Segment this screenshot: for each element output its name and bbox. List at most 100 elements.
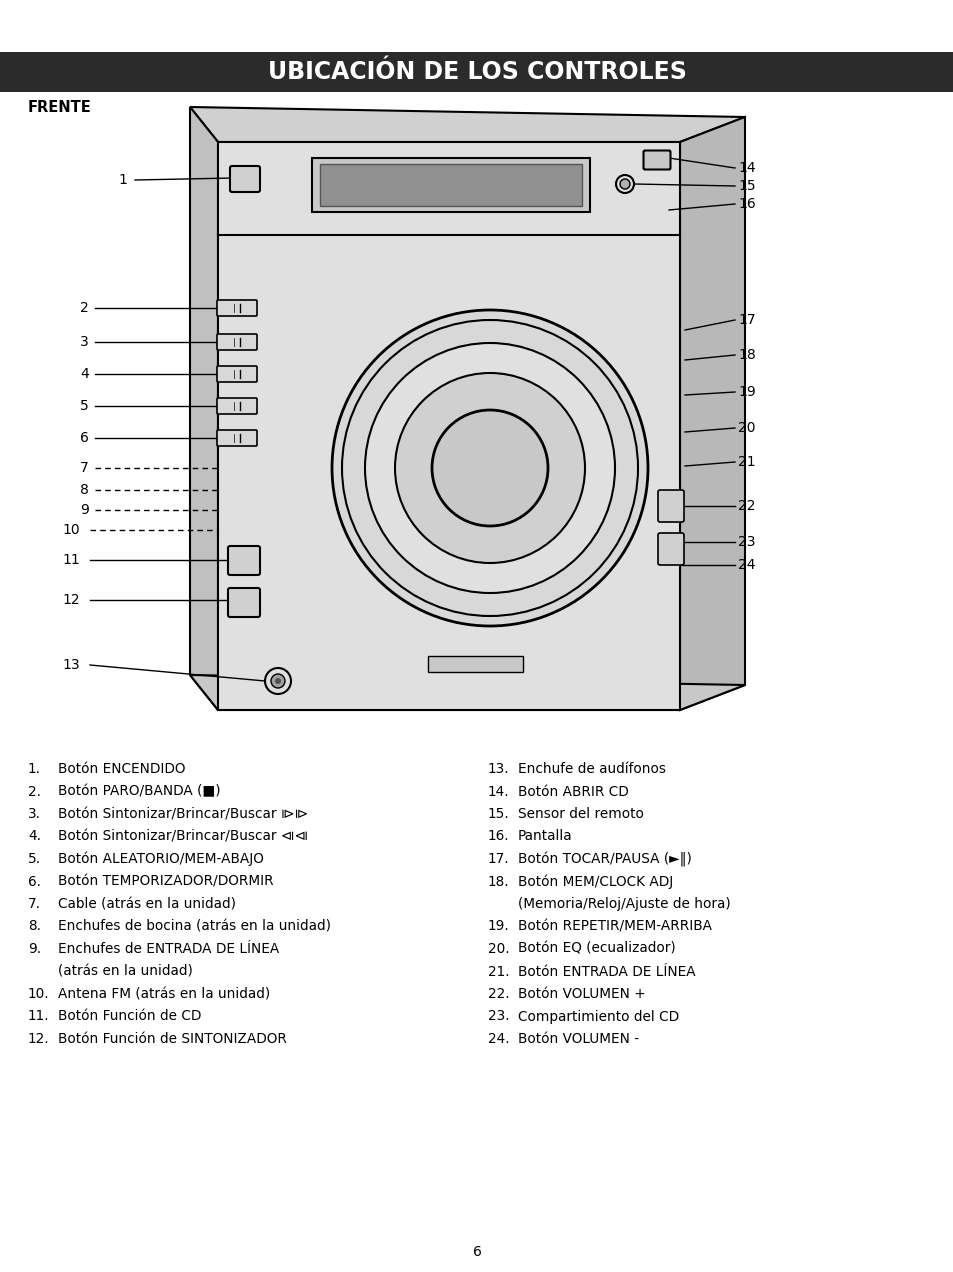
Bar bbox=[319, 164, 581, 206]
Text: 7.: 7. bbox=[28, 897, 41, 911]
Text: 10: 10 bbox=[62, 523, 79, 537]
FancyBboxPatch shape bbox=[216, 398, 256, 413]
Text: 22: 22 bbox=[738, 499, 755, 513]
Text: Botón VOLUMEN -: Botón VOLUMEN - bbox=[517, 1032, 639, 1046]
Text: Botón Sintonizar/Brincar/Buscar ⧐⧐: Botón Sintonizar/Brincar/Buscar ⧐⧐ bbox=[58, 806, 308, 820]
Text: Sensor del remoto: Sensor del remoto bbox=[517, 806, 643, 820]
Circle shape bbox=[619, 179, 629, 190]
FancyBboxPatch shape bbox=[216, 335, 256, 350]
Text: Botón REPETIR/MEM-ARRIBA: Botón REPETIR/MEM-ARRIBA bbox=[517, 920, 711, 934]
Text: Botón PARO/BANDA (■): Botón PARO/BANDA (■) bbox=[58, 785, 220, 799]
Circle shape bbox=[274, 678, 281, 684]
Text: Botón ABRIR CD: Botón ABRIR CD bbox=[517, 785, 628, 799]
Text: 13.: 13. bbox=[488, 762, 509, 776]
Text: 11: 11 bbox=[62, 553, 80, 567]
Text: 4.: 4. bbox=[28, 829, 41, 843]
Circle shape bbox=[365, 343, 615, 593]
Text: Botón EQ (ecualizador): Botón EQ (ecualizador) bbox=[517, 943, 675, 957]
Text: 9.: 9. bbox=[28, 943, 41, 957]
Polygon shape bbox=[679, 117, 744, 710]
Text: 13: 13 bbox=[62, 658, 79, 672]
Text: Compartimiento del CD: Compartimiento del CD bbox=[517, 1010, 679, 1024]
Text: 6: 6 bbox=[80, 431, 89, 445]
FancyBboxPatch shape bbox=[658, 490, 683, 522]
Text: Botón VOLUMEN +: Botón VOLUMEN + bbox=[517, 987, 645, 1001]
Text: 6: 6 bbox=[472, 1245, 481, 1259]
Text: 16: 16 bbox=[738, 197, 755, 211]
Text: 24.: 24. bbox=[488, 1032, 509, 1046]
Text: 8.: 8. bbox=[28, 920, 41, 934]
Text: Botón Sintonizar/Brincar/Buscar ⧏⧏: Botón Sintonizar/Brincar/Buscar ⧏⧏ bbox=[58, 829, 308, 843]
Text: 20.: 20. bbox=[488, 943, 509, 957]
Text: 15: 15 bbox=[738, 179, 755, 193]
Text: 15.: 15. bbox=[488, 806, 509, 820]
FancyBboxPatch shape bbox=[643, 150, 670, 169]
Text: 22.: 22. bbox=[488, 987, 509, 1001]
FancyBboxPatch shape bbox=[216, 430, 256, 446]
Text: Antena FM (atrás en la unidad): Antena FM (atrás en la unidad) bbox=[58, 987, 270, 1001]
Bar bbox=[428, 656, 522, 672]
Polygon shape bbox=[190, 107, 744, 142]
Text: 5.: 5. bbox=[28, 852, 41, 866]
Polygon shape bbox=[218, 142, 679, 710]
Circle shape bbox=[432, 410, 547, 527]
Text: 21.: 21. bbox=[488, 964, 509, 978]
Text: 6.: 6. bbox=[28, 875, 41, 889]
Text: 1: 1 bbox=[118, 173, 127, 187]
Text: 14.: 14. bbox=[488, 785, 509, 799]
FancyBboxPatch shape bbox=[228, 546, 260, 575]
FancyBboxPatch shape bbox=[216, 300, 256, 315]
FancyBboxPatch shape bbox=[228, 588, 260, 617]
Text: 17.: 17. bbox=[488, 852, 509, 866]
Text: Botón ENCENDIDO: Botón ENCENDIDO bbox=[58, 762, 185, 776]
Text: Botón ENTRADA DE LÍNEA: Botón ENTRADA DE LÍNEA bbox=[517, 964, 695, 978]
Bar bbox=[0, 52, 953, 92]
Text: 18: 18 bbox=[738, 349, 755, 363]
Text: Botón MEM/CLOCK ADJ: Botón MEM/CLOCK ADJ bbox=[517, 875, 673, 889]
Circle shape bbox=[265, 668, 291, 695]
Text: Botón Función de CD: Botón Función de CD bbox=[58, 1010, 201, 1024]
Text: (Memoria/Reloj/Ajuste de hora): (Memoria/Reloj/Ajuste de hora) bbox=[517, 897, 730, 911]
Text: 21: 21 bbox=[738, 455, 755, 469]
Text: Enchufes de bocina (atrás en la unidad): Enchufes de bocina (atrás en la unidad) bbox=[58, 920, 331, 934]
Text: 20: 20 bbox=[738, 421, 755, 435]
Text: 1.: 1. bbox=[28, 762, 41, 776]
Text: 11.: 11. bbox=[28, 1010, 50, 1024]
Polygon shape bbox=[190, 675, 744, 710]
Text: Enchufes de ENTRADA DE LÍNEA: Enchufes de ENTRADA DE LÍNEA bbox=[58, 943, 279, 957]
Polygon shape bbox=[190, 107, 218, 710]
FancyBboxPatch shape bbox=[230, 167, 260, 192]
Text: 14: 14 bbox=[738, 162, 755, 176]
Text: 3.: 3. bbox=[28, 806, 41, 820]
Text: Botón ALEATORIO/MEM-ABAJO: Botón ALEATORIO/MEM-ABAJO bbox=[58, 852, 264, 866]
Text: 23: 23 bbox=[738, 536, 755, 550]
Bar bbox=[312, 158, 589, 212]
Text: 19: 19 bbox=[738, 385, 755, 399]
Circle shape bbox=[616, 176, 634, 193]
Text: 24: 24 bbox=[738, 558, 755, 572]
Text: 16.: 16. bbox=[488, 829, 509, 843]
Circle shape bbox=[332, 310, 647, 626]
Text: Cable (atrás en la unidad): Cable (atrás en la unidad) bbox=[58, 897, 235, 911]
Text: 5: 5 bbox=[80, 399, 89, 413]
Text: 19.: 19. bbox=[488, 920, 509, 934]
Circle shape bbox=[395, 373, 584, 563]
Circle shape bbox=[271, 674, 285, 688]
Text: 7: 7 bbox=[80, 460, 89, 474]
Text: (atrás en la unidad): (atrás en la unidad) bbox=[58, 964, 193, 978]
Text: FRENTE: FRENTE bbox=[28, 100, 91, 116]
Text: Botón TOCAR/PAUSA (►‖): Botón TOCAR/PAUSA (►‖) bbox=[517, 852, 691, 868]
Text: 9: 9 bbox=[80, 502, 89, 516]
Text: Botón Función de SINTONIZADOR: Botón Función de SINTONIZADOR bbox=[58, 1032, 287, 1046]
FancyBboxPatch shape bbox=[658, 533, 683, 565]
Text: 23.: 23. bbox=[488, 1010, 509, 1024]
Text: 2.: 2. bbox=[28, 785, 41, 799]
Text: 12: 12 bbox=[62, 593, 79, 607]
Text: 3: 3 bbox=[80, 335, 89, 349]
Text: 17: 17 bbox=[738, 313, 755, 327]
Text: 12.: 12. bbox=[28, 1032, 50, 1046]
FancyBboxPatch shape bbox=[216, 366, 256, 382]
Text: Pantalla: Pantalla bbox=[517, 829, 572, 843]
Text: 8: 8 bbox=[80, 483, 89, 497]
Text: Enchufe de audífonos: Enchufe de audífonos bbox=[517, 762, 665, 776]
